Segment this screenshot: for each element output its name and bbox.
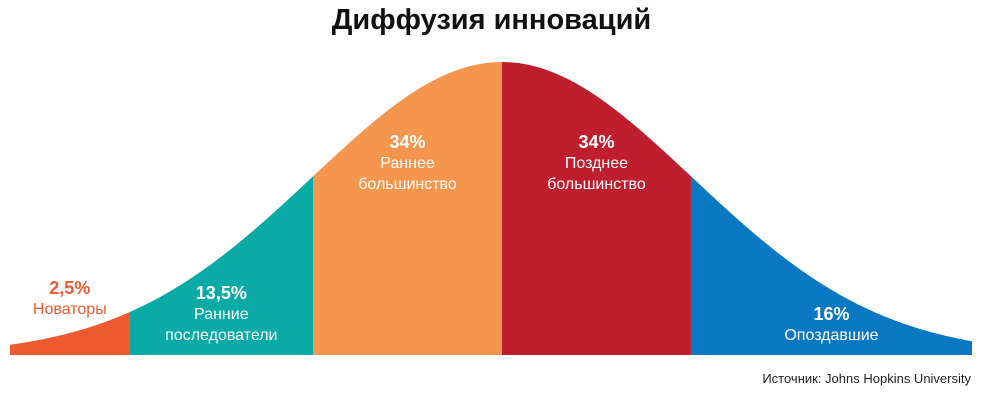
segment-label: 34% Позднее большинство [511, 131, 681, 196]
value-label: 16% [813, 304, 850, 324]
value-label: 2,5% [49, 277, 91, 298]
segment-label: 34% Раннее большинство [323, 131, 493, 196]
category-label: Новаторы [32, 301, 107, 319]
segment-label: 2,5% Новаторы [0, 277, 155, 321]
category-label: Опоздавшие [784, 327, 879, 345]
value-label: 13,5% [195, 283, 247, 303]
segment [10, 312, 130, 355]
category-label: Позднее большинство [547, 155, 646, 194]
segment-label: 16% Опоздавшие [746, 303, 916, 347]
source: Источник: Johns Hopkins University [762, 371, 971, 386]
segment [313, 62, 502, 355]
segment [129, 176, 314, 355]
segment [690, 176, 972, 355]
chart-title: Диффузия инноваций [331, 4, 652, 36]
value-label: 34% [389, 132, 426, 153]
value-label: 34% [578, 132, 615, 153]
category-label: Ранние последователи [165, 306, 278, 345]
segment [502, 62, 691, 355]
segment-label: 13,5% Ранние последователи [136, 282, 306, 347]
category-label: Раннее большинство [358, 155, 457, 194]
